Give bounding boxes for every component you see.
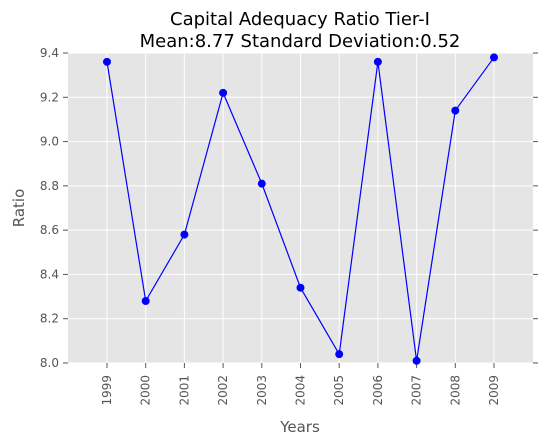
gridlines (68, 52, 533, 364)
x-tick-label: 2002 (216, 375, 230, 406)
y-tick-label: 8.8 (40, 179, 59, 193)
y-tick-label: 8.6 (40, 223, 59, 237)
chart-subtitle: Mean:8.77 Standard Deviation:0.52 (140, 31, 461, 52)
data-points (103, 53, 498, 365)
data-point (335, 350, 344, 359)
data-point (103, 57, 112, 66)
data-point (141, 296, 150, 305)
x-axis-label: Years (279, 418, 320, 436)
y-tick-label: 9.0 (40, 135, 59, 149)
x-tick-label: 2001 (177, 375, 191, 406)
y-tick-label: 9.4 (40, 46, 59, 60)
x-axis-ticks: 1999 2000 2001 2002 2003 2004 2005 2006 2007 2008… (100, 363, 501, 406)
x-tick-label: 2008 (448, 375, 462, 406)
x-tick-label: 1999 (100, 375, 114, 406)
data-point (180, 230, 189, 239)
chart-title: Capital Adequacy Ratio Tier-I (170, 9, 430, 30)
x-tick-label: 2006 (371, 375, 385, 406)
x-tick-label: 2009 (487, 375, 501, 406)
y-tick-label: 8.0 (40, 356, 59, 370)
x-tick-label: 2004 (294, 375, 308, 406)
data-point (451, 106, 460, 115)
data-point (219, 88, 228, 97)
y-tick-label: 8.2 (40, 312, 59, 326)
x-tick-label: 2000 (139, 375, 153, 406)
data-point (412, 356, 421, 365)
data-point (296, 283, 305, 292)
data-point (257, 179, 266, 188)
data-point (373, 57, 382, 66)
y-tick-label: 8.4 (40, 267, 59, 281)
data-point (489, 53, 498, 62)
x-tick-label: 2005 (332, 375, 346, 406)
y-axis-ticks: 8.0 8.2 8.4 8.6 8.8 9.0 9.2 9.4 (40, 46, 538, 370)
y-axis-label: Ratio (10, 189, 28, 228)
x-tick-label: 2007 (410, 375, 424, 406)
x-tick-label: 2003 (255, 375, 269, 406)
y-tick-label: 9.2 (40, 90, 59, 104)
